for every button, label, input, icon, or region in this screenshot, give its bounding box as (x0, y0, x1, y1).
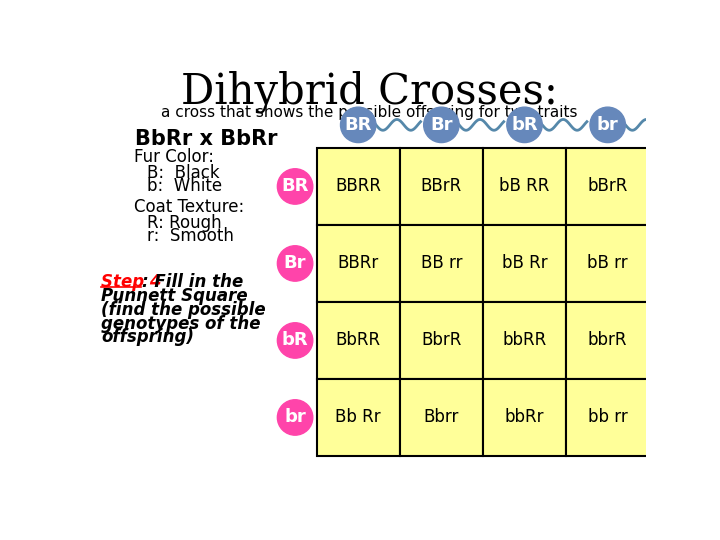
Text: BBRr: BBRr (338, 254, 379, 273)
Text: BBrR: BBrR (420, 178, 462, 195)
Text: bbRR: bbRR (503, 332, 546, 349)
Text: Dihybrid Crosses:: Dihybrid Crosses: (181, 71, 557, 113)
Bar (400, 379, 483, 456)
Text: bR: bR (282, 332, 308, 349)
Bar (483, 302, 566, 379)
Bar (566, 148, 649, 225)
Bar (317, 148, 400, 225)
Text: Punnett Square: Punnett Square (101, 287, 248, 305)
Text: genotypes of the: genotypes of the (101, 314, 261, 333)
Circle shape (277, 169, 312, 204)
Bar (400, 148, 483, 225)
Text: : Fill in the: : Fill in the (142, 273, 243, 291)
Text: Coat Texture:: Coat Texture: (134, 198, 244, 216)
Text: BBRR: BBRR (336, 178, 381, 195)
Text: BB rr: BB rr (420, 254, 462, 273)
Text: BR: BR (282, 178, 309, 195)
Text: bb rr: bb rr (588, 408, 628, 427)
Bar (483, 379, 566, 456)
Text: bB rr: bB rr (588, 254, 628, 273)
Text: Fur Color:: Fur Color: (134, 148, 214, 166)
Bar (317, 379, 400, 456)
Text: br: br (284, 408, 306, 427)
Bar (317, 302, 400, 379)
Text: B:  Black: B: Black (148, 164, 220, 181)
Text: BbRr x BbRr: BbRr x BbRr (135, 129, 277, 148)
Text: Bb Rr: Bb Rr (336, 408, 381, 427)
Bar (566, 225, 649, 302)
Text: b:  White: b: White (148, 177, 222, 195)
Text: a cross that shows the possible offspring for two traits: a cross that shows the possible offsprin… (161, 105, 577, 120)
Text: r:  Smooth: r: Smooth (148, 227, 234, 245)
Text: Br: Br (430, 116, 453, 134)
Text: bBrR: bBrR (588, 178, 628, 195)
Bar (400, 302, 483, 379)
Text: bB RR: bB RR (500, 178, 550, 195)
Bar (400, 225, 483, 302)
Text: Bbrr: Bbrr (423, 408, 459, 427)
Text: offspring): offspring) (101, 328, 194, 346)
Text: Br: Br (284, 254, 306, 273)
Circle shape (277, 400, 312, 435)
Text: Step 4: Step 4 (101, 273, 161, 291)
Text: BbRR: BbRR (336, 332, 381, 349)
Text: R: Rough: R: Rough (148, 214, 222, 232)
Bar (566, 379, 649, 456)
Circle shape (590, 107, 626, 143)
Circle shape (277, 323, 312, 358)
Text: bbrR: bbrR (588, 332, 627, 349)
Circle shape (507, 107, 542, 143)
Text: (find the possible: (find the possible (101, 301, 266, 319)
Text: bB Rr: bB Rr (502, 254, 547, 273)
Bar (483, 225, 566, 302)
Text: BR: BR (345, 116, 372, 134)
Bar (566, 302, 649, 379)
Bar (317, 225, 400, 302)
Text: bbRr: bbRr (505, 408, 544, 427)
Text: br: br (597, 116, 618, 134)
Circle shape (423, 107, 459, 143)
Text: bR: bR (511, 116, 538, 134)
Text: BbrR: BbrR (421, 332, 462, 349)
Bar (483, 148, 566, 225)
Circle shape (277, 246, 312, 281)
Circle shape (341, 107, 376, 143)
